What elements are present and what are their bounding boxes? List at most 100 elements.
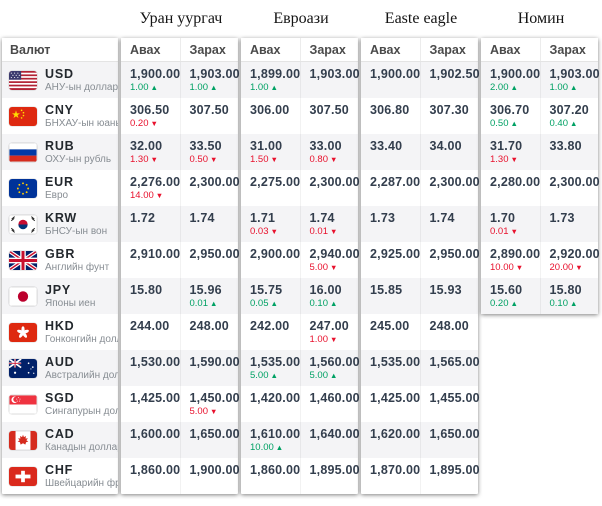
buy-rate-cell: 15.85	[361, 278, 420, 314]
jp-flag-icon	[9, 286, 37, 306]
ch-flag-icon	[9, 466, 37, 486]
buy-rate-value: 1,860.00	[250, 463, 301, 477]
rate-row: 2,925.00 2,950.00	[361, 242, 480, 278]
sell-rate-cell: 307.20 0.40 ▲	[539, 98, 599, 134]
buy-rate-delta: 0.01 ▼	[490, 226, 540, 237]
sell-rate-value: 1,455.00	[429, 391, 480, 405]
sell-rate-value: 248.00	[429, 319, 469, 333]
currency-info: GBR Английн фунт	[45, 247, 109, 274]
currency-name: Японы иен	[45, 297, 96, 309]
provider-card-easte-eagle: Авах Зарах 1,900.00 1,902.50 306.80 307.30 33.…	[361, 38, 480, 494]
currency-name: Сингапурын доллар	[45, 405, 118, 417]
buy-rate-cell: 2,280.00	[481, 170, 540, 206]
sell-rate-cell: 1,560.00 5.00 ▲	[299, 350, 360, 386]
sell-rate-value: 1.74	[309, 211, 335, 225]
sell-rate-cell: 307.30	[419, 98, 479, 134]
buy-rate-cell: 1.70 0.01 ▼	[481, 206, 540, 242]
delta-value: 2.00	[490, 82, 509, 93]
currency-info: JPY Японы иен	[45, 283, 95, 310]
currency-info: RUB ОХУ-ын рубль	[45, 139, 111, 166]
sell-rate-cell: 1,900.00	[179, 458, 240, 494]
delta-value: 0.50	[189, 154, 209, 165]
sell-rate-value: 2,300.00	[549, 175, 600, 189]
delta-value: 0.20	[130, 118, 149, 129]
buy-rate-value: 1,870.00	[370, 463, 421, 477]
buy-rate-cell: 1,860.00	[241, 458, 300, 494]
sell-column-header: Зарах	[179, 38, 239, 61]
delta-value: 5.00	[309, 370, 329, 381]
currency-row-rub: RUB ОХУ-ын рубль	[2, 134, 118, 170]
currency-info: USD АНУ-ын доллар	[45, 67, 118, 94]
delta-value: 5.00	[250, 370, 269, 381]
sell-rate-cell: 1,903.00 1.00 ▲	[179, 62, 240, 98]
sell-rate-value: 1,903.00	[309, 67, 360, 81]
sell-rate-cell: 16.00 0.10 ▲	[299, 278, 359, 314]
buy-rate-cell: 1.73	[361, 206, 420, 242]
provider-card-header: Авах Зарах	[121, 38, 238, 62]
buy-rate-delta: 0.03 ▼	[250, 226, 300, 237]
sell-rate-cell: 1,903.00	[299, 62, 360, 98]
provider-card-header: Авах Зарах	[481, 38, 598, 62]
sell-rate-delta: 0.10 ▲	[550, 298, 599, 309]
sell-column-header: Зарах	[419, 38, 479, 61]
buy-rate-cell: 1,620.00	[361, 422, 420, 458]
buy-rate-value: 1,899.00	[250, 67, 301, 81]
currency-name: Евро	[45, 189, 69, 201]
sell-rate-cell: 247.00 1.00 ▼	[299, 314, 359, 350]
sell-rate-delta: 5.00 ▼	[310, 262, 359, 273]
delta-value: 0.01	[189, 298, 209, 309]
buy-rate-cell: 15.75 0.05 ▲	[241, 278, 300, 314]
delta-value: 1.00	[130, 82, 149, 93]
currency-code: CAD	[45, 426, 75, 441]
buy-rate-cell: 2,890.00 10.00 ▼	[481, 242, 540, 278]
buy-rate-cell: 1,425.00	[121, 386, 180, 422]
rate-row: 2,280.00 2,300.00	[481, 170, 600, 206]
sell-rate-cell: 248.00	[419, 314, 479, 350]
buy-rate-cell: 31.70 1.30 ▼	[481, 134, 540, 170]
down-arrow-icon: ▼	[510, 155, 518, 164]
provider-title-easte-eagle: Easte eagle	[384, 10, 458, 27]
rate-row: 2,900.00 2,940.00 5.00 ▼	[241, 242, 360, 278]
sell-rate-cell: 1,902.50	[419, 62, 480, 98]
sg-flag-icon	[9, 394, 37, 414]
currency-info: CAD Канадын доллар	[45, 427, 118, 454]
sell-rate-value: 1,590.00	[189, 355, 240, 369]
sell-rate-cell: 2,300.00	[419, 170, 480, 206]
rate-row: 1.73 1.74	[361, 206, 478, 242]
buy-rate-value: 2,900.00	[250, 247, 301, 261]
sell-rate-cell: 1.74 0.01 ▼	[299, 206, 359, 242]
buy-rate-value: 15.60	[490, 283, 523, 297]
delta-value: 10.00	[490, 262, 514, 273]
buy-rate-value: 306.70	[490, 103, 530, 117]
sell-rate-value: 15.96	[189, 283, 222, 297]
currency-name: Гонконгийн доллар	[45, 333, 118, 345]
up-arrow-icon: ▲	[510, 299, 518, 308]
delta-value: 0.01	[309, 226, 329, 237]
sell-rate-cell: 307.50	[179, 98, 239, 134]
delta-value: 0.05	[250, 298, 269, 309]
rate-row: 2,890.00 10.00 ▼ 2,920.00 20.00 ▼	[481, 242, 600, 278]
rate-row: 1,530.00 1,590.00	[121, 350, 240, 386]
currency-rows: USD АНУ-ын доллар ★ CNY БНХАУ-ын юань RUB ОХУ-…	[2, 62, 118, 494]
sell-rate-value: 1,565.00	[429, 355, 480, 369]
sell-rate-delta: 5.00 ▲	[310, 370, 359, 381]
svg-text:★: ★	[11, 109, 20, 120]
down-arrow-icon: ▼	[150, 119, 158, 128]
delta-value: 0.40	[549, 118, 569, 129]
sell-rate-delta: 5.00 ▼	[190, 406, 239, 417]
sell-rate-value: 1,450.00	[189, 391, 240, 405]
sell-rate-delta: 1.00 ▲	[190, 82, 239, 93]
sell-rate-delta: 0.10 ▲	[310, 298, 359, 309]
currency-row-krw: KRW БНСУ-ын вон	[2, 206, 118, 242]
sell-rate-cell: 1,590.00	[179, 350, 240, 386]
sell-rate-cell: 1,450.00 5.00 ▼	[179, 386, 240, 422]
buy-rate-value: 1,530.00	[130, 355, 181, 369]
buy-rate-cell: 15.60 0.20 ▲	[481, 278, 540, 314]
currency-code: JPY	[45, 282, 72, 297]
buy-rate-delta: 1.00 ▲	[130, 82, 180, 93]
buy-rate-value: 32.00	[130, 139, 163, 153]
down-arrow-icon: ▼	[330, 227, 338, 236]
